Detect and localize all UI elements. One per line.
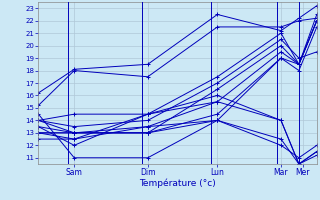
X-axis label: Température (°c): Température (°c) bbox=[139, 179, 216, 188]
